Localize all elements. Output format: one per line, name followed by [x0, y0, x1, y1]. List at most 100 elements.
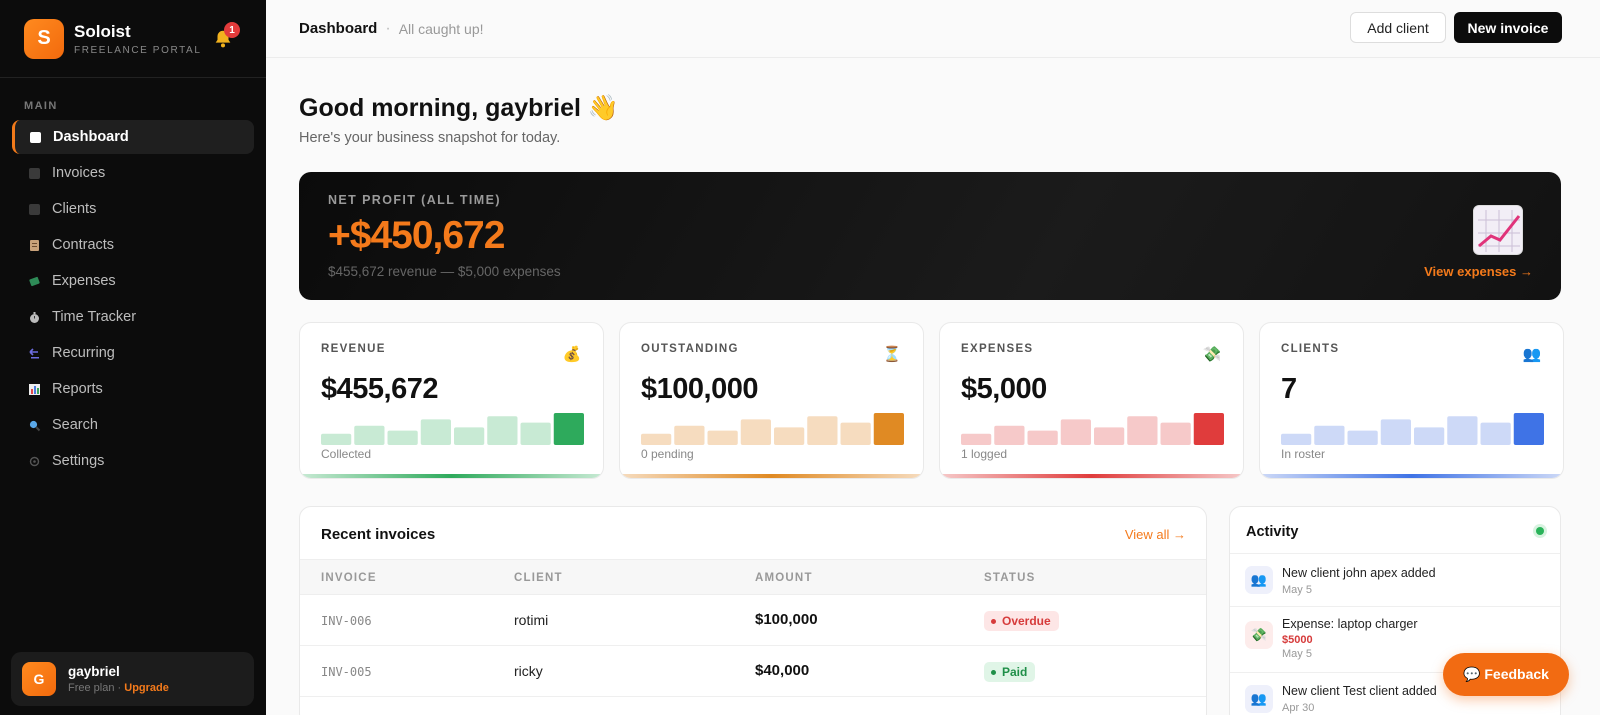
column-header-status[interactable]: STATUS — [984, 572, 1036, 584]
sidebar-item-time-tracker[interactable]: Time Tracker — [12, 300, 254, 334]
sidebar-item-clients[interactable]: Clients — [12, 192, 254, 226]
table-header: INVOICE CLIENT AMOUNT STATUS — [300, 559, 1206, 595]
sparkline-bar — [1094, 427, 1125, 445]
stat-value: 7 — [1281, 373, 1297, 405]
sparkline-bar — [487, 416, 518, 445]
feedback-button[interactable]: 💬 Feedback — [1443, 653, 1569, 696]
sparkline-bar — [961, 433, 992, 445]
net-profit-value: +$450,672 — [328, 214, 505, 257]
status-dot — [991, 618, 996, 624]
people-icon: 👥 — [1245, 685, 1273, 713]
chart-increasing-icon — [1473, 205, 1523, 255]
stat-value: $100,000 — [641, 373, 758, 405]
column-header-amount[interactable]: AMOUNT — [755, 572, 813, 584]
stat-footnote: Collected — [321, 447, 372, 461]
recent-invoices-panel: Recent invoices View all → INVOICE CLIEN… — [299, 506, 1207, 715]
view-all-link[interactable]: View all → — [1124, 527, 1186, 542]
activity-date: May 5 — [1282, 584, 1312, 596]
sparkline-bar — [354, 425, 385, 445]
invoice-amount: $40,000 — [755, 662, 810, 679]
sparkline-bar — [1060, 419, 1091, 445]
sidebar-item-settings[interactable]: Settings — [12, 444, 254, 478]
stat-label: OUTSTANDING — [641, 343, 739, 355]
square-icon — [26, 165, 42, 181]
sparkline-bars — [641, 413, 904, 445]
status-text: All caught up! — [398, 20, 484, 37]
activity-amount: $5000 — [1282, 634, 1313, 646]
sidebar-item-contracts[interactable]: Contracts — [12, 228, 254, 262]
add-client-button[interactable]: Add client — [1350, 12, 1446, 43]
stat-card-outstanding: OUTSTANDING ⏳ $100,000 0 pending — [619, 322, 924, 479]
sidebar-item-expenses[interactable]: Expenses — [12, 264, 254, 298]
stat-footnote: In roster — [1281, 447, 1326, 461]
activity-item[interactable]: 👥 New client john apex added May 5 — [1230, 553, 1560, 606]
sparkline-bar — [873, 413, 904, 445]
activity-date: Apr 30 — [1282, 702, 1315, 714]
page-title: Good morning, gaybriel 👋 — [299, 94, 620, 122]
sidebar-item-label: Time Tracker — [52, 309, 137, 325]
activity-item[interactable]: 👥 New client Test client added Apr 30 — [1230, 672, 1560, 715]
money-wings-icon: 💸 — [1202, 346, 1222, 363]
sparkline-bar — [1513, 413, 1544, 445]
sidebar-item-dashboard[interactable]: Dashboard — [12, 120, 254, 154]
sparkline-bar — [1160, 422, 1191, 445]
user-name: gaybriel — [68, 664, 120, 679]
bar-chart-icon — [26, 381, 42, 397]
sidebar-item-label: Dashboard — [53, 129, 129, 145]
sparkline-bar — [1414, 427, 1445, 445]
upgrade-link[interactable]: Upgrade — [124, 682, 169, 694]
sparkline-bar — [807, 416, 838, 445]
avatar: G — [22, 662, 56, 696]
card-accent-stripe — [1260, 474, 1563, 478]
panel-title: Recent invoices — [321, 526, 436, 543]
table-row[interactable]: INV-006 rotimi $100,000 Overdue — [300, 595, 1206, 646]
sparkline-bars — [961, 413, 1224, 445]
sparkline-bar — [420, 419, 451, 445]
column-header-client[interactable]: CLIENT — [514, 572, 563, 584]
new-invoice-button[interactable]: New invoice — [1454, 12, 1562, 43]
sparkline-bar — [1314, 425, 1345, 445]
people-icon: 👥 — [1245, 566, 1273, 594]
sparkline-bar — [674, 425, 705, 445]
sparkline-bar — [1127, 416, 1158, 445]
sparkline-bars — [321, 413, 584, 445]
sparkline-bar — [1027, 430, 1058, 445]
stat-card-clients: CLIENTS 👥 7 In roster — [1259, 322, 1564, 479]
sparkline-bar — [321, 433, 352, 445]
sparkline-bar — [520, 422, 551, 445]
sparkline-bar — [1480, 422, 1511, 445]
stat-card-revenue: REVENUE 💰 $455,672 Collected — [299, 322, 604, 479]
gear-icon — [26, 453, 42, 469]
brand-logo[interactable]: S — [24, 18, 64, 59]
sidebar: S Soloist FREELANCE PORTAL 1 MAIN Dashbo… — [0, 0, 266, 715]
sidebar-item-reports[interactable]: Reports — [12, 372, 254, 406]
sidebar-item-search[interactable]: Search — [12, 408, 254, 442]
hourglass-icon: ⏳ — [882, 346, 902, 363]
column-header-invoice[interactable]: INVOICE — [321, 572, 377, 584]
sparkline-bar — [641, 433, 672, 445]
status-label: Overdue — [1002, 614, 1051, 628]
sparkline-bar — [994, 425, 1025, 445]
nav-section-label: MAIN — [24, 100, 58, 112]
stat-label: EXPENSES — [961, 343, 1034, 355]
net-profit-detail: $455,672 revenue — $5,000 expenses — [328, 264, 561, 279]
sparkline-bar — [1281, 433, 1312, 445]
stopwatch-icon — [26, 309, 42, 325]
activity-item[interactable]: 💸 Expense: laptop charger $5000 May 5 — [1230, 606, 1560, 672]
sidebar-item-recurring[interactable]: Recurring — [12, 336, 254, 370]
memo-icon — [26, 237, 42, 253]
breadcrumb-separator: · — [385, 19, 391, 37]
sidebar-item-label: Settings — [52, 453, 105, 469]
sidebar-item-invoices[interactable]: Invoices — [12, 156, 254, 190]
sparkline-bar — [1447, 416, 1478, 445]
user-card[interactable]: G gaybriel Free plan · Upgrade — [11, 652, 254, 706]
net-profit-banner: NET PROFIT (ALL TIME) +$450,672 $455,672… — [299, 172, 1561, 300]
card-accent-stripe — [940, 474, 1243, 478]
sidebar-item-label: Recurring — [52, 345, 115, 361]
activity-text: New client john apex added — [1282, 566, 1436, 580]
table-row[interactable]: INV-005 ricky $40,000 Paid — [300, 646, 1206, 697]
view-expenses-link[interactable]: View expenses → — [1424, 264, 1533, 279]
activity-text: Expense: laptop charger — [1282, 617, 1418, 631]
invoice-client: rotimi — [514, 612, 549, 628]
stat-label: CLIENTS — [1281, 343, 1340, 355]
